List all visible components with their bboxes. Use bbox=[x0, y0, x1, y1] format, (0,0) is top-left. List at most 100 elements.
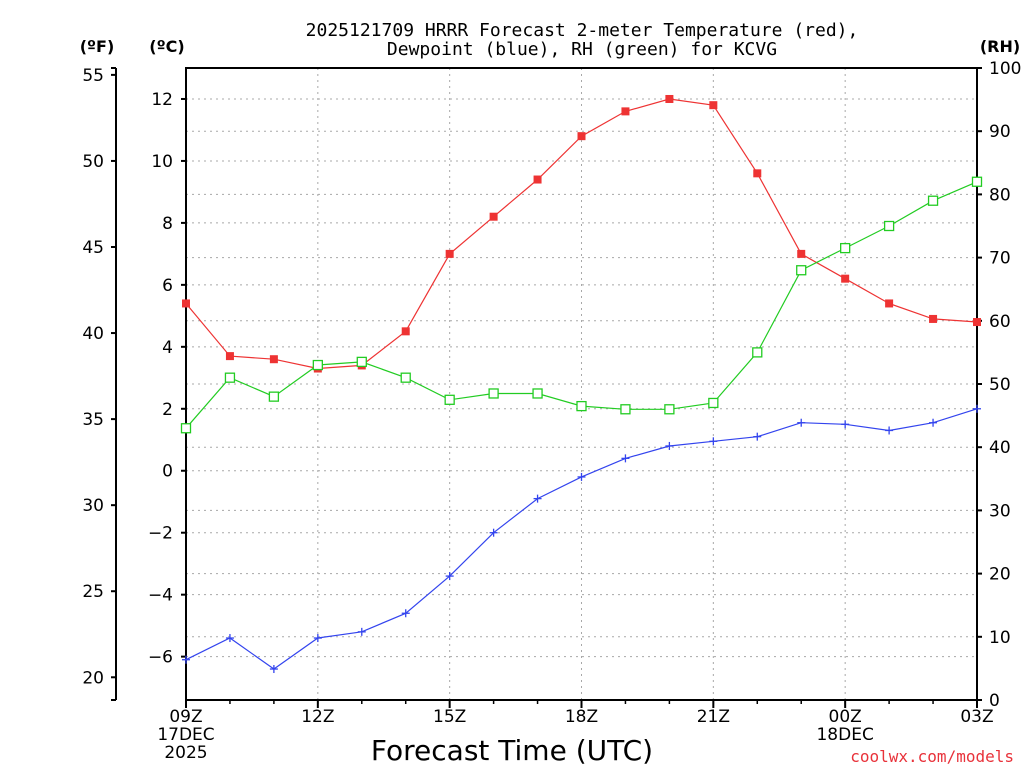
time-tick-label: 17DEC bbox=[157, 725, 214, 745]
rh-point bbox=[971, 176, 983, 187]
rh-point bbox=[400, 372, 411, 383]
celsius-unit-label: (ºC) bbox=[149, 37, 184, 56]
celsius-tick-label: −4 bbox=[148, 586, 173, 606]
fahrenheit-tick-label: 50 bbox=[82, 152, 104, 172]
time-tick-label: 12Z bbox=[301, 707, 334, 727]
2-meter-temperature-point bbox=[269, 355, 278, 364]
rh-tick-label: 80 bbox=[989, 185, 1011, 205]
rh-point bbox=[356, 356, 367, 368]
rh-point bbox=[708, 397, 719, 409]
dewpoint-point bbox=[269, 665, 278, 674]
rh-tick-label: 100 bbox=[989, 59, 1021, 79]
rh-point bbox=[796, 265, 807, 276]
rh-tick-label: 60 bbox=[989, 312, 1011, 332]
dewpoint-point bbox=[182, 655, 190, 664]
credit-text: coolwx.com/models bbox=[850, 747, 1014, 766]
2-meter-temperature-point bbox=[973, 318, 981, 327]
dewpoint-point bbox=[973, 404, 981, 413]
2-meter-temperature-point bbox=[401, 327, 410, 336]
fahrenheit-tick-label: 35 bbox=[82, 410, 104, 430]
rh-tick-label: 50 bbox=[989, 375, 1011, 395]
2-meter-temperature-point bbox=[753, 169, 762, 178]
2-meter-temperature-point bbox=[929, 314, 938, 323]
2-meter-temperature-point bbox=[533, 175, 542, 184]
rh-point bbox=[444, 394, 455, 405]
dewpoint-point bbox=[709, 437, 718, 446]
dewpoint-point bbox=[401, 609, 410, 618]
dewpoint-point bbox=[489, 528, 498, 537]
celsius-tick-label: 6 bbox=[162, 276, 173, 296]
rh-point bbox=[664, 404, 675, 415]
fahrenheit-tick-label: 40 bbox=[82, 324, 104, 344]
rh-point bbox=[180, 423, 192, 434]
2-meter-temperature-point bbox=[665, 94, 674, 103]
dewpoint-point bbox=[357, 627, 366, 636]
dewpoint-point bbox=[533, 494, 542, 503]
dewpoint-point bbox=[885, 426, 894, 435]
chart-title-line-2: Dewpoint (blue), RH (green) for KCVG bbox=[387, 39, 777, 60]
rh-point bbox=[752, 347, 763, 358]
dewpoint-point bbox=[225, 634, 234, 643]
dewpoint-point bbox=[621, 454, 630, 463]
chart-title-line-1: 2025121709 HRRR Forecast 2-meter Tempera… bbox=[306, 20, 859, 41]
rh-tick-label: 70 bbox=[989, 249, 1011, 269]
dewpoint-point bbox=[929, 418, 938, 427]
x-axis-title: Forecast Time (UTC) bbox=[371, 734, 653, 767]
rh-point bbox=[883, 220, 895, 232]
celsius-tick-label: 8 bbox=[162, 214, 173, 234]
dewpoint-point bbox=[753, 432, 762, 441]
rh-point bbox=[268, 391, 280, 402]
dewpoint-point bbox=[841, 420, 850, 429]
rh-point bbox=[488, 388, 499, 399]
series-layer bbox=[180, 94, 983, 674]
2-meter-temperature-point bbox=[225, 352, 234, 361]
rh-tick-label: 0 bbox=[989, 691, 1000, 711]
2-meter-temperature-point bbox=[797, 249, 806, 258]
celsius-tick-label: 12 bbox=[151, 90, 173, 110]
celsius-tick-label: −2 bbox=[148, 524, 173, 544]
celsius-tick-label: 10 bbox=[151, 152, 173, 172]
axes: 20 25 30 35 40 45 50 55 −6 −4 −2 0 2 4 6 8 10 12 0 10 20 30 40… bbox=[82, 59, 1021, 711]
dewpoint-point bbox=[797, 418, 806, 427]
celsius-tick-label: 0 bbox=[162, 462, 173, 482]
time-tick-label: 2025 bbox=[164, 743, 207, 763]
2-meter-temperature-point bbox=[182, 299, 190, 308]
gridlines bbox=[186, 68, 977, 700]
rh-point bbox=[312, 359, 323, 371]
dewpoint-point bbox=[665, 441, 674, 450]
rh-tick-label: 20 bbox=[989, 565, 1011, 585]
fahrenheit-tick-label: 55 bbox=[82, 66, 104, 86]
celsius-tick-label: −6 bbox=[148, 648, 173, 668]
2-meter-temperature-point bbox=[577, 132, 586, 141]
celsius-tick-label: 4 bbox=[162, 338, 173, 358]
2-meter-temperature-point bbox=[709, 101, 718, 110]
time-tick-label: 09Z bbox=[169, 707, 202, 727]
fahrenheit-tick-label: 20 bbox=[82, 668, 104, 688]
rh-point bbox=[576, 400, 587, 412]
time-tick-label: 18Z bbox=[565, 707, 598, 727]
rh-point bbox=[927, 195, 939, 206]
2-meter-temperature-point bbox=[489, 212, 498, 221]
time-tick-label: 18DEC bbox=[816, 725, 873, 745]
fahrenheit-tick-label: 25 bbox=[82, 582, 104, 602]
rh-point bbox=[620, 404, 631, 415]
time-tick-label: 00Z bbox=[829, 707, 862, 727]
fahrenheit-unit-label: (ºF) bbox=[80, 37, 115, 56]
2-meter-temperature-point bbox=[445, 249, 454, 258]
dewpoint-point bbox=[313, 634, 322, 643]
rh-point bbox=[532, 388, 543, 399]
2-meter-temperature-point bbox=[621, 107, 630, 116]
rh-tick-label: 10 bbox=[989, 628, 1011, 648]
rh-tick-label: 30 bbox=[989, 501, 1011, 521]
dewpoint-point bbox=[577, 472, 586, 481]
rh-tick-label: 40 bbox=[989, 438, 1011, 458]
2-meter-temperature-point bbox=[885, 299, 894, 308]
rh-unit-label: (RH) bbox=[980, 37, 1020, 56]
fahrenheit-tick-label: 30 bbox=[82, 496, 104, 516]
time-tick-label: 15Z bbox=[433, 707, 466, 727]
rh-tick-label: 90 bbox=[989, 122, 1011, 142]
rh-point bbox=[224, 372, 236, 383]
time-tick-label: 03Z bbox=[960, 707, 993, 727]
